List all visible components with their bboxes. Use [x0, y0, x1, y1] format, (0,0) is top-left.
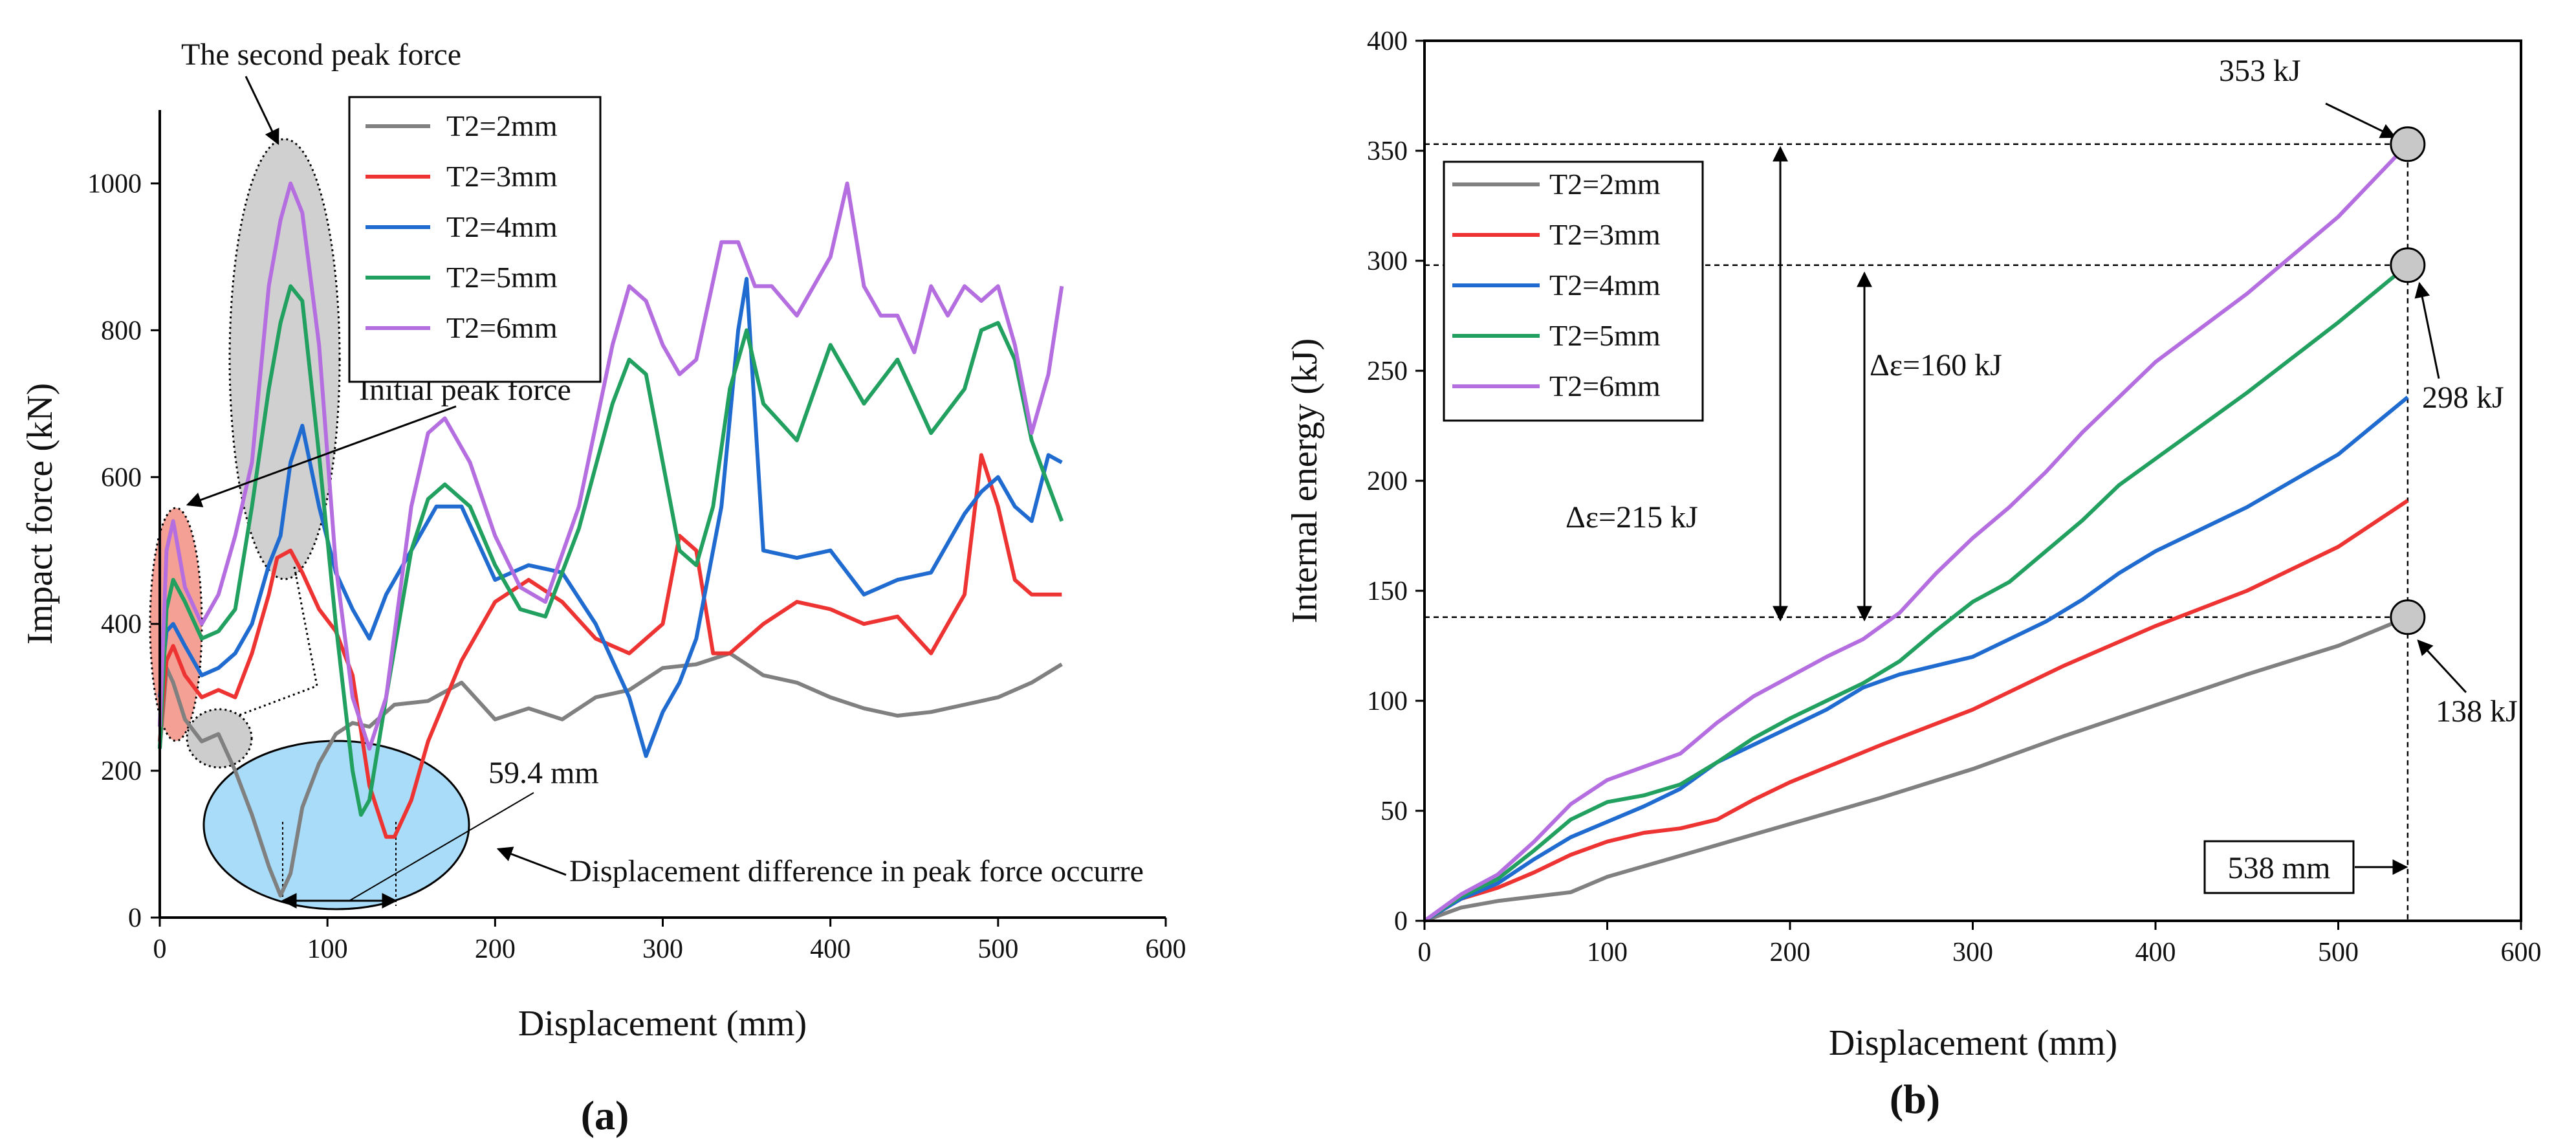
panel-b-legend: T2=2mm T2=3mm T2=4mm T2=5mm T2=6mm: [1443, 160, 1704, 422]
panel-a-y-tick-label: 0: [128, 903, 142, 933]
panel-b-endpoint-marker: [2390, 599, 2426, 635]
panel-b-x-tick-label: 200: [1770, 938, 1811, 967]
panel-b: 0 100 200 300 400 500 600 0 50 100 150 200 250 300 35…: [1285, 27, 2542, 1122]
panel-a-y-tick-label: 400: [101, 610, 142, 639]
panel-b-legend-label: T2=6mm: [1549, 369, 1661, 402]
panel-b-legend-label: T2=5mm: [1549, 319, 1661, 352]
panel-b-legend-label: T2=2mm: [1549, 168, 1661, 201]
panel-b-y-tick-label: 50: [1381, 797, 1408, 826]
panel-b-x-title: Displacement (mm): [1829, 1023, 2117, 1063]
panel-b-legend-label: T2=3mm: [1549, 218, 1661, 251]
panel-b-series-line-2: [1423, 499, 2409, 923]
panel-b-x-tick-label: 500: [2318, 938, 2359, 967]
panel-b-y-tick-label: 100: [1367, 687, 1408, 716]
panel-b-label: (b): [1890, 1076, 1940, 1122]
panel-a-y-tick-label: 200: [101, 756, 142, 786]
panel-a-series-line-4: [158, 284, 1064, 817]
panel-a-x-tick-label: 0: [153, 934, 167, 964]
panel-a-legend-label: T2=2mm: [446, 109, 558, 142]
displacement-ellipse: [202, 740, 470, 910]
initial-peak-arrow: [186, 405, 457, 507]
panel-b-y-tick-label: 350: [1367, 137, 1408, 166]
panel-a-y-tick-label: 600: [101, 463, 142, 492]
energy-353-arrow: [2325, 102, 2397, 138]
panel-b-endpoint-marker: [2390, 126, 2426, 162]
second-peak-arrow: [245, 76, 279, 146]
panel-b-x-tick-label: 400: [2135, 938, 2176, 967]
panel-b-y-tick-label: 250: [1367, 357, 1408, 386]
panel-a-x-title: Displacement (mm): [518, 1004, 807, 1044]
panel-a-series-line-2: [158, 453, 1062, 839]
panel-b-y-tick-label: 300: [1367, 247, 1408, 276]
panel-a-legend-label: T2=5mm: [446, 261, 558, 294]
panel-a-x-ticks: 0 100 200 300 400 500 600: [153, 918, 1186, 964]
panel-a-annotations: The second peak force Initial peak force…: [181, 38, 1144, 909]
panel-b-y-title: Internal energy (kJ): [1285, 338, 1325, 624]
panel-b-legend-box: [1443, 160, 1704, 422]
panel-b-x-ticks: 0 100 200 300 400 500 600: [1418, 921, 2542, 967]
panel-a-x-tick-label: 600: [1146, 934, 1186, 964]
panel-b-series-line-4: [1423, 263, 2409, 923]
distance-label: 59.4 mm: [488, 756, 599, 790]
panel-a-label: (a): [581, 1092, 629, 1138]
panel-b-series: [1423, 142, 2409, 923]
second-peak-label: The second peak force: [181, 38, 461, 72]
x538-label: 538 mm: [2228, 851, 2331, 885]
panel-b-x-tick-label: 0: [1418, 938, 1432, 967]
panel-b-x-tick-label: 600: [2501, 938, 2542, 967]
panel-a-y-tick-label: 1000: [87, 169, 142, 199]
panel-a-legend-label: T2=6mm: [446, 311, 558, 344]
panel-a-x-tick-label: 200: [475, 934, 516, 964]
panel-a-series: [158, 181, 1064, 898]
panel-b-series-line-5: [1423, 142, 2409, 923]
distance-leader: [349, 792, 534, 901]
energy-298-label: 298 kJ: [2422, 380, 2504, 415]
panel-b-annotations: 353 kJ 298 kJ 138 kJ Δε=160 kJ Δε=215 kJ…: [1566, 54, 2518, 894]
panel-a-legend: T2=2mm T2=3mm T2=4mm T2=5mm T2=6mm: [348, 96, 602, 383]
displacement-diff-label: Displacement difference in peak force oc…: [569, 854, 1144, 888]
panel-b-series-line-3: [1423, 395, 2409, 923]
panel-a-axes: 0 100 200 300 400 500 600 0 200 400 600 800 1000: [87, 110, 1186, 964]
panel-a-x-tick-label: 100: [307, 934, 348, 964]
panel-b-y-tick-label: 400: [1367, 27, 1408, 56]
energy-298-arrow: [2414, 281, 2440, 379]
energy-138-label: 138 kJ: [2436, 694, 2518, 729]
panel-a-legend-box: [348, 96, 602, 383]
panel-a-y-ticks: 0 200 400 600 800 1000: [87, 169, 160, 933]
panel-a-x-tick-label: 300: [642, 934, 683, 964]
panel-a-series-line-5: [158, 181, 1064, 751]
displacement-diff-arrow: [496, 846, 567, 876]
panel-b-axes: 0 100 200 300 400 500 600 0 50 100 150 200 250 300 35…: [1367, 27, 2542, 967]
panel-a-legend-items: T2=2mm T2=3mm T2=4mm T2=5mm T2=6mm: [366, 109, 558, 344]
delta-160-label: Δε=160 kJ: [1870, 348, 2002, 382]
panel-b-legend-label: T2=4mm: [1549, 269, 1661, 302]
panel-a-y-tick-label: 800: [101, 316, 142, 346]
panel-b-endpoint-markers: [2390, 126, 2426, 635]
panel-b-x-tick-label: 300: [1952, 938, 1993, 967]
panel-a-x-tick-label: 400: [810, 934, 851, 964]
panel-a-series-line-1: [158, 651, 1063, 898]
panel-a-y-title: Impact force (kN): [20, 383, 60, 645]
panel-b-legend-items: T2=2mm T2=3mm T2=4mm T2=5mm T2=6mm: [1452, 168, 1661, 402]
panel-b-x-tick-label: 100: [1587, 938, 1628, 967]
panel-a-legend-label: T2=3mm: [446, 160, 558, 193]
panel-b-endpoint-marker: [2390, 247, 2426, 283]
zoom-guide-line: [239, 566, 318, 716]
panel-a: 0 100 200 300 400 500 600 0 200 400 600 800 1000 Di…: [20, 38, 1186, 1138]
delta-215-label: Δε=215 kJ: [1566, 500, 1698, 534]
x538-box: [2203, 840, 2355, 894]
energy-138-arrow: [2417, 639, 2467, 694]
panel-b-y-tick-label: 200: [1367, 467, 1408, 496]
panel-b-series-line-1: [1423, 615, 2408, 923]
panel-b-y-ticks: 0 50 100 150 200 250 300 350 400: [1367, 27, 1424, 936]
panel-b-y-tick-label: 150: [1367, 577, 1408, 606]
panel-a-x-tick-label: 500: [977, 934, 1018, 964]
energy-353-label: 353 kJ: [2219, 54, 2301, 88]
panel-a-legend-label: T2=4mm: [446, 210, 558, 243]
panel-b-y-tick-label: 0: [1394, 907, 1408, 936]
